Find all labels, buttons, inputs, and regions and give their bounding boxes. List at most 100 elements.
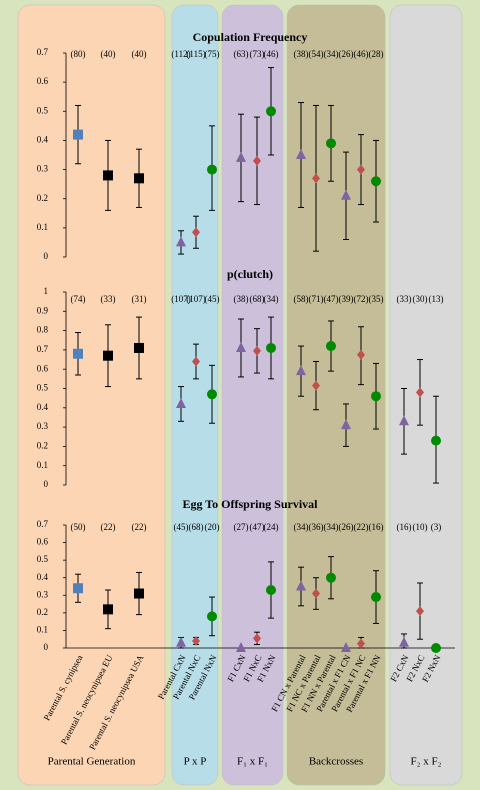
marker — [236, 151, 246, 162]
marker — [266, 342, 276, 353]
marker — [326, 138, 336, 149]
marker — [326, 572, 336, 583]
y-tick-label: 0 — [44, 251, 49, 261]
y-tick-label: 0.4 — [37, 402, 49, 412]
marker — [312, 588, 320, 599]
marker — [357, 349, 365, 360]
y-tick-label: 0.1 — [37, 460, 48, 470]
sample-size: (40) — [132, 49, 147, 59]
sample-size: (10) — [413, 522, 428, 532]
y-tick-label: 0.2 — [37, 440, 48, 450]
sample-size: (28) — [369, 49, 384, 59]
sample-size: (107) — [171, 294, 191, 304]
y-tick-label: 0.4 — [37, 134, 49, 144]
sample-size: (71) — [309, 294, 324, 304]
sample-size: (20) — [205, 522, 220, 532]
y-tick-label: 0.3 — [37, 164, 49, 174]
sample-size: (46) — [354, 49, 369, 59]
sample-size: (16) — [397, 522, 412, 532]
y-tick-label: 1 — [44, 286, 49, 296]
y-tick-label: 0.5 — [37, 554, 49, 564]
marker — [399, 636, 409, 647]
sample-size: (45) — [174, 522, 189, 532]
sample-size: (3) — [431, 522, 442, 532]
sample-size: (112) — [171, 49, 190, 59]
chart-title: p(clutch) — [227, 267, 273, 281]
sample-size: (34) — [294, 522, 309, 532]
sample-size: (22) — [132, 522, 147, 532]
sample-size: (58) — [294, 294, 309, 304]
group-panel — [389, 4, 463, 786]
marker — [341, 642, 351, 652]
y-tick-label: 0.7 — [37, 344, 49, 354]
sample-size: (35) — [369, 294, 384, 304]
group-panel — [171, 4, 219, 786]
marker — [371, 391, 381, 402]
y-tick-label: 0 — [44, 642, 49, 652]
sample-size: (80) — [71, 49, 86, 59]
sample-size: (36) — [309, 522, 324, 532]
sample-size: (72) — [354, 294, 369, 304]
y-tick-label: 0.3 — [37, 589, 49, 599]
sample-size: (34) — [324, 49, 339, 59]
sample-size: (16) — [369, 522, 384, 532]
sample-size: (45) — [205, 294, 220, 304]
y-tick-label: 0.5 — [37, 105, 49, 115]
sample-size: (22) — [354, 522, 369, 532]
marker — [73, 583, 83, 594]
sample-size: (74) — [71, 294, 86, 304]
sample-size: (13) — [429, 294, 444, 304]
sample-size: (30) — [413, 294, 428, 304]
group-label: Backcrosses — [309, 756, 363, 768]
marker — [176, 236, 186, 247]
chart-title: Copulation Frequency — [193, 30, 308, 44]
marker — [103, 350, 113, 361]
y-tick-label: 0.1 — [37, 624, 48, 634]
marker — [134, 173, 144, 184]
marker — [207, 164, 217, 175]
marker — [103, 170, 113, 181]
marker — [431, 643, 441, 653]
marker — [73, 348, 83, 359]
y-tick-label: 0.7 — [37, 47, 49, 57]
sample-size: (31) — [132, 294, 147, 304]
sample-size: (40) — [101, 49, 116, 59]
y-tick-label: 0.5 — [37, 383, 49, 393]
sample-size: (26) — [339, 49, 354, 59]
marker — [236, 341, 246, 352]
y-tick-label: 0.1 — [37, 222, 48, 232]
marker — [134, 588, 144, 599]
sample-size: (54) — [309, 49, 324, 59]
y-tick-label: 0.7 — [37, 519, 49, 529]
marker — [192, 356, 200, 367]
marker — [192, 227, 200, 238]
marker — [266, 106, 276, 117]
sample-size: (26) — [339, 522, 354, 532]
y-tick-label: 0.6 — [37, 363, 49, 373]
sample-size: (33) — [397, 294, 412, 304]
group-label: F₁ x F₁ — [237, 756, 268, 768]
sample-size: (73) — [250, 49, 265, 59]
marker — [296, 149, 306, 159]
marker — [312, 173, 320, 184]
sample-size: (33) — [101, 294, 116, 304]
marker — [416, 606, 424, 617]
sample-size: (68) — [189, 522, 204, 532]
group-label: F₂ x F₂ — [411, 756, 442, 768]
group-panel — [17, 4, 166, 786]
marker — [341, 189, 351, 200]
marker — [399, 415, 409, 426]
marker — [416, 387, 424, 398]
sample-size: (75) — [205, 49, 220, 59]
sample-size: (27) — [234, 522, 249, 532]
y-tick-label: 0.6 — [37, 537, 49, 547]
sample-size: (39) — [339, 294, 354, 304]
sample-size: (115) — [186, 49, 205, 59]
marker — [253, 345, 261, 356]
y-tick-label: 0.2 — [37, 607, 48, 617]
marker — [357, 164, 365, 175]
marker — [73, 129, 83, 140]
y-tick-label: 0.8 — [37, 325, 49, 335]
